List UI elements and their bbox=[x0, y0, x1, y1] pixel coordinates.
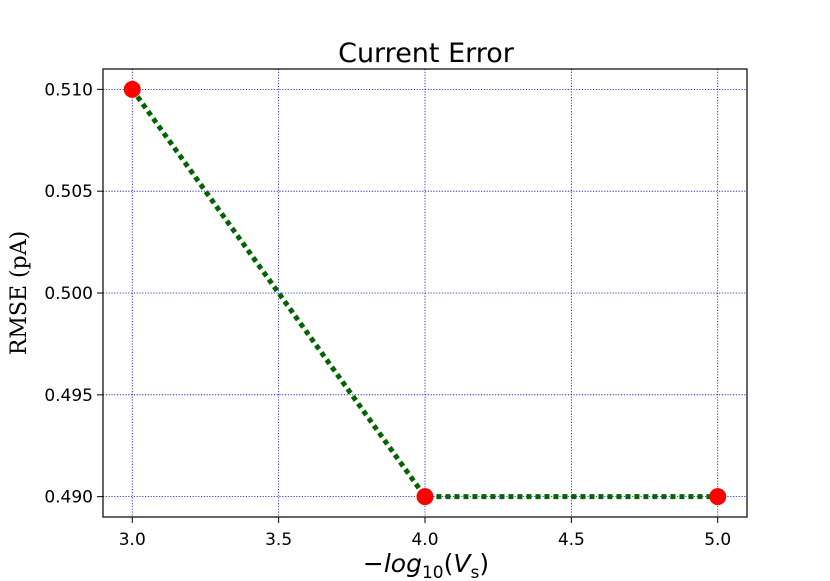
x-label-close: ) bbox=[479, 549, 489, 578]
x-label-base: 10 bbox=[422, 563, 444, 581]
x-label-open: ( bbox=[444, 549, 454, 578]
y-axis-ticks: 0.490 0.495 0.500 0.505 0.510 bbox=[44, 80, 103, 508]
data-point bbox=[416, 488, 434, 506]
x-tick-label: 3.0 bbox=[119, 530, 146, 550]
series-line-path bbox=[130, 87, 718, 500]
y-tick-label: 0.500 bbox=[44, 284, 93, 304]
y-tick-label: 0.510 bbox=[44, 80, 93, 100]
grid bbox=[103, 69, 747, 517]
y-tick-label: 0.490 bbox=[44, 488, 93, 508]
x-label-sub: s bbox=[470, 563, 479, 581]
x-label-log: log bbox=[384, 549, 422, 578]
x-label-minus: − bbox=[363, 549, 384, 578]
chart-title: Current Error bbox=[338, 38, 515, 69]
x-axis-ticks: 3.0 3.5 4.0 4.5 5.0 bbox=[119, 517, 731, 550]
x-axis-label: −log10(Vs) bbox=[363, 549, 489, 581]
y-tick-label: 0.495 bbox=[44, 386, 93, 406]
y-axis-label: RMSE (pA) bbox=[7, 231, 32, 355]
x-tick-label: 5.0 bbox=[704, 530, 731, 550]
x-tick-label: 4.5 bbox=[558, 530, 585, 550]
x-tick-label: 3.5 bbox=[265, 530, 292, 550]
data-point bbox=[123, 80, 141, 98]
x-label-var: V bbox=[453, 549, 472, 578]
series-line bbox=[130, 87, 718, 500]
x-tick-label: 4.0 bbox=[411, 530, 438, 550]
data-point bbox=[709, 488, 727, 506]
markers bbox=[123, 80, 727, 506]
y-tick-label: 0.505 bbox=[44, 182, 93, 202]
